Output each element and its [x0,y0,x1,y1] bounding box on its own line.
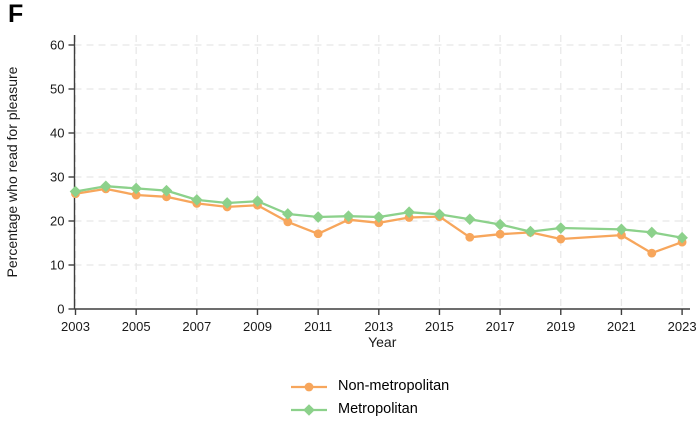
x-tick-label: 2013 [364,319,393,334]
data-point [403,206,415,218]
x-tick-label: 2019 [546,319,575,334]
x-tick-label: 2007 [182,319,211,334]
x-tick-label: 2021 [607,319,636,334]
series-line [75,187,683,255]
data-point [463,213,476,226]
data-point [160,184,173,197]
data-point [162,192,171,202]
x-axis-title: Year [368,334,397,350]
data-point [131,190,141,200]
x-tick-label: 2005 [122,319,151,334]
x-tick-label: 2017 [486,319,515,334]
data-point [494,218,506,231]
data-point [676,231,688,244]
x-tick-label: 2023 [668,319,697,334]
data-point [282,208,294,220]
x-tick-label: 2003 [61,319,90,334]
y-axis-title: Percentage who read for pleasure [4,66,20,277]
data-point [191,194,203,206]
data-point [524,225,537,238]
data-point [645,226,658,239]
data-point [433,208,446,221]
y-tick-label: 30 [50,170,64,185]
data-point [554,222,567,234]
data-point [495,229,505,239]
data-point [283,217,293,227]
data-point [342,210,355,222]
legend-item-non-metropolitan: Non-metropolitan [289,377,449,396]
legend-label: Non-metropolitan [338,378,450,395]
data-point [313,229,323,239]
legend-marker [303,403,315,416]
legend: Non-metropolitan Metropolitan [289,377,449,419]
x-tick-label: 2009 [243,319,272,334]
data-point [312,211,324,223]
line-chart: 0 10 20 30 40 50 60 2003 2005 2007 2009 2011 2013 201… [4,35,697,350]
x-tick-label: 2011 [304,319,332,334]
data-point [100,180,112,193]
legend-label: Metropolitan [338,401,418,418]
data-point [69,185,82,198]
series-metropolitan [69,180,688,244]
data-point [556,234,566,244]
data-point [221,197,233,209]
data-point [251,195,264,207]
legend-marker [304,382,314,391]
legend-swatch-non-metropolitan [291,382,327,391]
legend-swatch-metropolitan [291,403,327,416]
data-point [130,182,142,195]
data-point [465,232,475,242]
y-tick-label: 20 [50,214,64,229]
y-tick-label: 40 [50,126,64,141]
x-tick-label: 2015 [425,319,454,334]
panel-label: F [8,0,24,28]
y-tick-label: 60 [50,38,64,53]
y-tick-label: 10 [50,258,64,273]
y-tick-label: 0 [57,302,64,317]
legend-item-metropolitan: Metropolitan [289,400,449,419]
data-point [647,248,657,258]
data-point [373,211,385,223]
data-point [615,223,628,236]
y-tick-label: 50 [50,82,64,97]
